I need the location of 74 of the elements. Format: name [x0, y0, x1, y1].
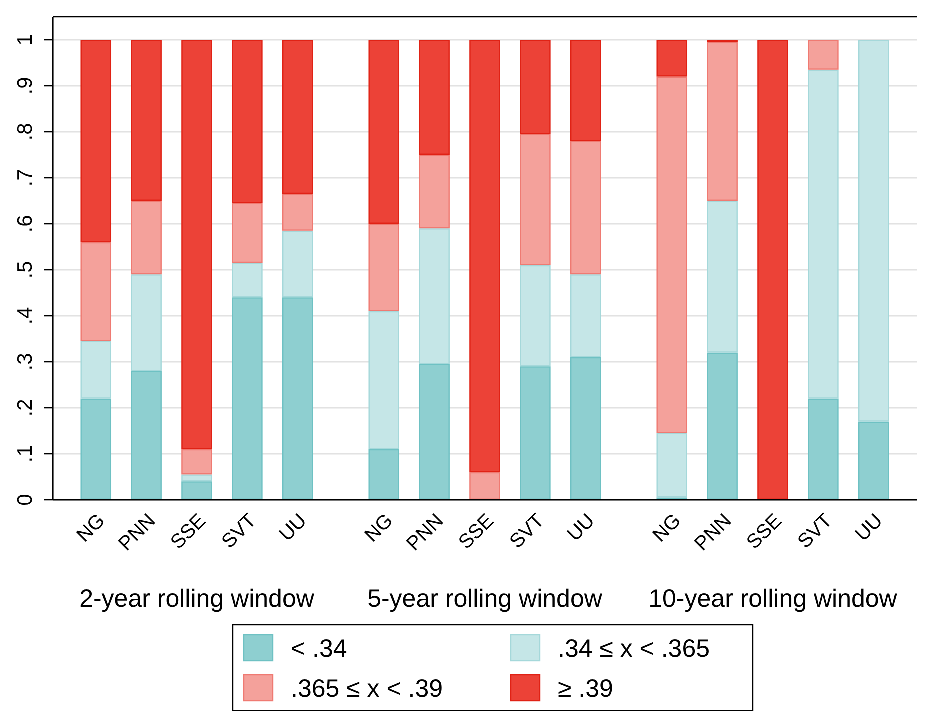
- bar: [131, 371, 162, 500]
- bar: [419, 40, 450, 155]
- bar: [808, 398, 839, 500]
- legend-label: .365 ≤ x < .39: [291, 675, 444, 703]
- x-tick-label: UU: [851, 510, 888, 546]
- bar: [520, 134, 551, 266]
- bar: [131, 274, 162, 372]
- bar: [80, 40, 112, 242]
- bar: [368, 224, 400, 312]
- bar: [368, 40, 400, 224]
- bar: [707, 42, 738, 201]
- bar: [282, 230, 314, 298]
- x-axis-title: 5-year rolling window: [368, 585, 604, 613]
- bar: [232, 40, 263, 204]
- y-tick-label: .3: [14, 353, 37, 371]
- legend-label: ≥ .39: [558, 675, 614, 703]
- bar: [182, 474, 212, 482]
- legend-label: < .34: [291, 635, 348, 663]
- bar: [368, 449, 400, 500]
- bar: [656, 433, 688, 498]
- bar: [656, 40, 688, 77]
- y-tick-label: 0: [14, 494, 37, 506]
- bar: [80, 242, 112, 342]
- bar: [808, 70, 839, 399]
- y-tick-label: .1: [14, 445, 37, 463]
- bar: [419, 228, 450, 364]
- bar: [520, 366, 551, 500]
- y-tick-label: .2: [14, 399, 37, 417]
- bar: [282, 194, 314, 231]
- bar: [182, 449, 212, 475]
- y-tick-label: .5: [14, 261, 37, 279]
- bar: [570, 141, 602, 275]
- x-tick-label: NG: [72, 510, 110, 547]
- bar: [656, 76, 688, 434]
- bar: [470, 40, 500, 472]
- bar: [182, 482, 212, 500]
- bar: [368, 311, 400, 450]
- bar: [858, 422, 890, 500]
- bar: [570, 357, 602, 500]
- y-tick-label: .6: [14, 215, 37, 233]
- bar: [419, 364, 450, 500]
- y-tick-label: .7: [14, 169, 37, 187]
- bar: [858, 40, 890, 422]
- bar: [470, 472, 500, 500]
- bar: [80, 398, 112, 500]
- x-axis-title: 10-year rolling window: [648, 585, 898, 613]
- bar: [570, 40, 602, 142]
- y-tick-label: 1: [14, 34, 37, 46]
- bar: [419, 155, 450, 229]
- bar: [131, 40, 162, 201]
- bar: [182, 40, 212, 450]
- bar: [758, 40, 788, 500]
- bar: [707, 201, 738, 353]
- x-tick-label: NG: [648, 510, 686, 547]
- bar: [707, 352, 738, 500]
- bar: [131, 201, 162, 275]
- legend-label: .34 ≤ x < .365: [558, 635, 710, 663]
- bar: [520, 40, 551, 134]
- x-tick-label: UU: [563, 510, 600, 546]
- x-tick-label: NG: [360, 510, 398, 547]
- x-tick-label: UU: [275, 510, 312, 546]
- bar: [282, 40, 314, 194]
- y-tick-label: .4: [14, 306, 37, 325]
- bar: [232, 263, 263, 298]
- bar: [808, 40, 839, 70]
- y-tick-label: .9: [14, 77, 37, 95]
- x-axis-title: 2-year rolling window: [80, 585, 316, 613]
- bar: [232, 298, 263, 500]
- bar: [520, 265, 551, 367]
- bar: [232, 203, 263, 264]
- bar: [282, 298, 314, 500]
- y-tick-label: .8: [14, 123, 37, 141]
- bar: [80, 341, 112, 399]
- bar: [570, 274, 602, 358]
